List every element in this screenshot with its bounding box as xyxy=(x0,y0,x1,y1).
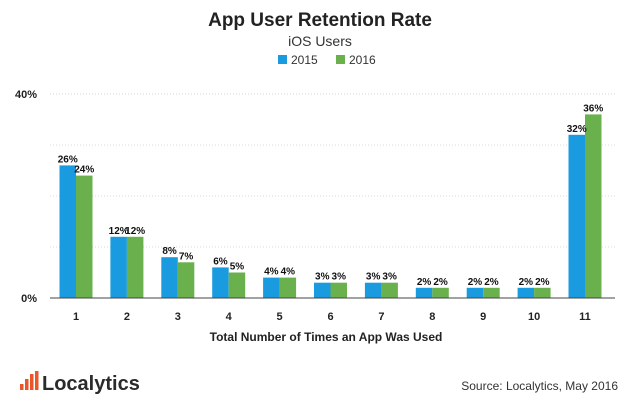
bar-2015-4 xyxy=(212,267,229,298)
bar-2015-2 xyxy=(110,236,127,298)
bar-2016-6 xyxy=(330,282,347,298)
data-label-2016-1: 24% xyxy=(74,165,94,176)
x-tick-label: 8 xyxy=(429,311,435,323)
x-axis-ticks: 1 2 3 4 5 6 7 8 9 10 11 xyxy=(73,311,591,323)
bar-2015-10 xyxy=(517,287,535,298)
bar-2015-8 xyxy=(415,287,433,298)
data-label-2016-8: 2% xyxy=(433,277,448,288)
data-label-2015-4: 6% xyxy=(213,256,228,267)
bar-2015-7 xyxy=(364,282,382,298)
localytics-wordmark: Localytics xyxy=(42,373,140,395)
data-label-2015-6: 3% xyxy=(315,272,330,283)
bar-2016-11 xyxy=(585,114,602,299)
x-tick-label: 2 xyxy=(124,311,130,323)
y-tick-label: 0% xyxy=(21,293,37,305)
data-label-2015-1: 26% xyxy=(58,154,78,165)
bar-2016-7 xyxy=(381,282,398,298)
y-axis-ticks: 0% 40% xyxy=(15,89,37,305)
x-tick-label: 11 xyxy=(579,311,591,323)
data-label-2015-10: 2% xyxy=(519,277,534,288)
legend-swatch-2016 xyxy=(336,55,345,64)
data-labels: 26%24%12%12%8% 7% 6% 5% 4% 4% 3% 3% 3% 3% 2% 2% 2% 2%… xyxy=(58,103,604,287)
chart-title: App User Retention Rate xyxy=(208,10,432,31)
bar-2015-11 xyxy=(568,134,585,298)
x-tick-label: 4 xyxy=(226,311,233,323)
bar-2015-3 xyxy=(161,257,178,298)
localytics-logo-icon xyxy=(20,371,39,390)
data-label-2015-7: 3% xyxy=(366,272,381,283)
bar-2016-3 xyxy=(177,262,195,298)
source-note: Source: Localytics, May 2016 xyxy=(461,379,618,393)
bar-2016-9 xyxy=(483,287,500,298)
legend-label-2016: 2016 xyxy=(349,53,376,67)
legend: 2015 2016 xyxy=(278,53,376,67)
data-label-2015-2: 12% xyxy=(109,226,129,237)
data-label-2016-7: 3% xyxy=(382,272,397,283)
data-label-2015-3: 8% xyxy=(162,246,177,257)
bar-2015-6 xyxy=(314,282,331,298)
bar-2015-9 xyxy=(466,287,484,298)
x-tick-label: 7 xyxy=(378,311,384,323)
bar-2015-1 xyxy=(59,165,76,298)
legend-swatch-2015 xyxy=(278,55,287,64)
data-label-2015-11: 32% xyxy=(567,124,587,135)
x-axis-label: Total Number of Times an App Was Used xyxy=(210,330,443,344)
bar-2016-1 xyxy=(76,175,93,298)
chart-subtitle: iOS Users xyxy=(288,33,352,49)
x-tick-label: 5 xyxy=(277,311,283,323)
bars xyxy=(59,114,602,299)
x-tick-label: 9 xyxy=(480,311,486,323)
bar-2016-10 xyxy=(534,287,551,298)
x-tick-label: 10 xyxy=(528,311,540,323)
localytics-logo: Localytics xyxy=(20,371,140,395)
legend-label-2015: 2015 xyxy=(291,53,318,67)
data-label-2016-5: 4% xyxy=(281,267,296,278)
x-tick-label: 1 xyxy=(73,311,79,323)
data-label-2015-8: 2% xyxy=(417,277,432,288)
data-label-2016-3: 7% xyxy=(179,251,194,262)
data-label-2016-2: 12% xyxy=(125,226,145,237)
bar-2016-5 xyxy=(279,277,297,298)
data-label-2016-10: 2% xyxy=(535,277,550,288)
data-label-2016-4: 5% xyxy=(230,262,245,273)
gridlines xyxy=(50,93,615,248)
bar-2016-8 xyxy=(432,287,449,298)
x-tick-label: 3 xyxy=(175,311,181,323)
y-tick-label: 40% xyxy=(15,89,37,101)
data-label-2015-5: 4% xyxy=(264,267,279,278)
data-label-2015-9: 2% xyxy=(468,277,483,288)
x-tick-label: 6 xyxy=(327,311,333,323)
bar-2016-2 xyxy=(126,236,144,298)
data-label-2016-6: 3% xyxy=(332,272,347,283)
bar-2015-5 xyxy=(263,277,280,298)
data-label-2016-11: 36% xyxy=(583,103,603,114)
bar-2016-4 xyxy=(228,272,246,298)
data-label-2016-9: 2% xyxy=(484,277,499,288)
